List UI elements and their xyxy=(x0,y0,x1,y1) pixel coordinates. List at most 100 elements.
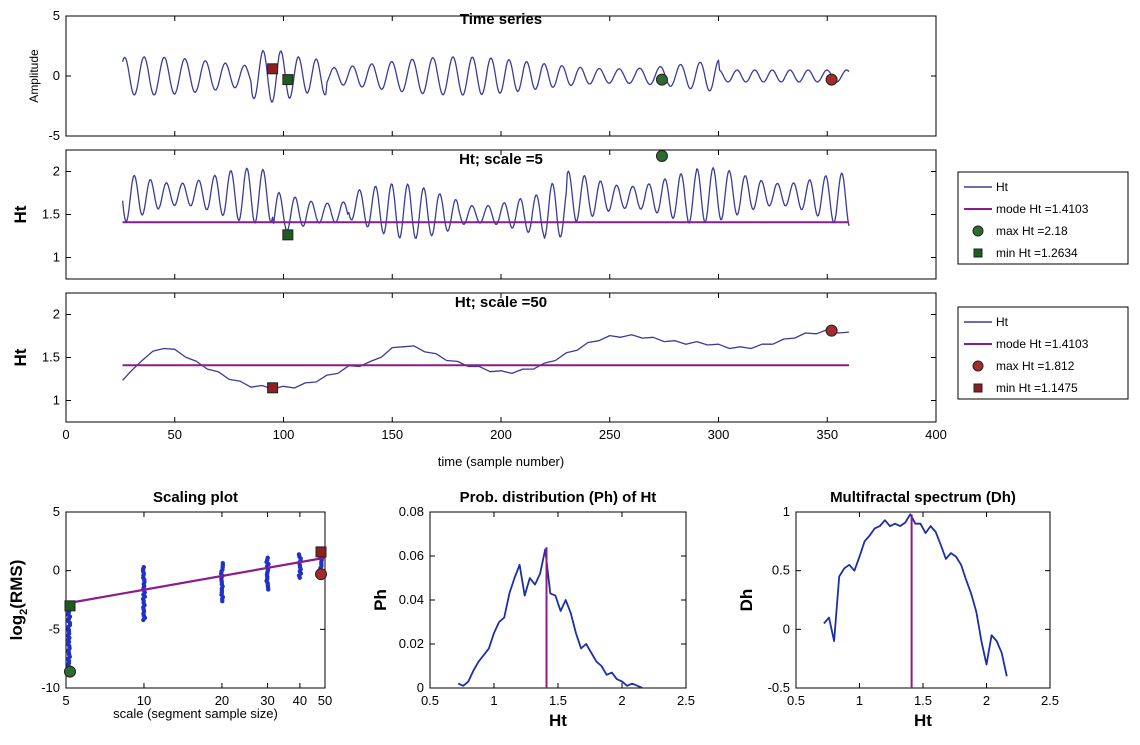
scaling-scatter-column-30 xyxy=(264,555,271,592)
dh-frame xyxy=(795,511,1051,689)
dh-xtick-label: 1.5 xyxy=(914,693,932,708)
scaling-ylabel-rest: (RMS) xyxy=(7,560,26,609)
ht50-xtick-label: 400 xyxy=(925,427,947,442)
ht5-legend-mode-label: mode Ht =1.4103 xyxy=(996,202,1089,216)
ph-xtick-label: 1.5 xyxy=(549,693,567,708)
min-ht-scale5-marker xyxy=(282,74,294,86)
ht50-xtick-label: 200 xyxy=(490,427,512,442)
ht50-frame xyxy=(65,292,937,423)
ht50-legend-min-swatch xyxy=(973,383,983,393)
timeseries-ylabel: Amplitude xyxy=(27,49,41,103)
ht50-axes: 2 1.5 1 0 50 100 150 200 250 300 350 400 Ht; scale =… xyxy=(11,292,947,469)
dh-ylabel: Dh xyxy=(737,589,756,612)
scaling-xtick-label: 30 xyxy=(260,693,274,708)
ht5-legend-max-label: max Ht =2.18 xyxy=(996,224,1068,238)
scaling-scatter-point xyxy=(296,552,302,557)
ht50-ytick-label: 1.5 xyxy=(42,350,60,365)
ht50-ytick-label: 2 xyxy=(53,307,60,322)
ph-title: Prob. distribution (Ph) of Ht xyxy=(460,489,657,506)
scaling-frame xyxy=(65,511,326,689)
ht5-frame xyxy=(65,149,937,280)
scaling-fit-line xyxy=(65,556,326,605)
ht5-max-marker xyxy=(655,150,668,163)
ht50-xtick-label: 300 xyxy=(708,427,730,442)
max-ht-scale5-marker xyxy=(655,73,668,86)
scaling-scatter-point xyxy=(141,564,146,570)
dh-ytick-label: 0 xyxy=(783,621,790,636)
ph-axes: 0.08 0.06 0.04 0.02 00.5 1 1.5 2 2.5 Prob. distri… xyxy=(371,489,695,730)
scaling-ytick-label: -10 xyxy=(41,680,60,695)
scaling-min-square-green xyxy=(64,600,76,612)
ph-ytick-label: 0.06 xyxy=(399,548,424,563)
ht50-xtick-label: 250 xyxy=(599,427,621,442)
ht5-title: Ht; scale =5 xyxy=(459,151,543,168)
ht50-legend-mode-label: mode Ht =1.4103 xyxy=(996,337,1089,351)
scaling-xtick-label: 40 xyxy=(293,693,307,708)
scaling-scatter-point xyxy=(220,560,225,566)
ht50-xtick-label: 150 xyxy=(381,427,403,442)
timeseries-title: Time series xyxy=(460,11,542,28)
timeseries-line xyxy=(121,49,850,103)
min-ht-scale50-marker xyxy=(267,63,279,75)
scaling-xtick-label: 5 xyxy=(62,693,69,708)
scaling-scatter-column-10 xyxy=(140,564,148,623)
ph-ytick-label: 0.08 xyxy=(399,504,424,519)
scaling-xtick-label: 10 xyxy=(137,693,151,708)
timeseries-axes: 5 0 -5 Time series Amplitude xyxy=(27,8,937,143)
dh-ytick-label: 0.5 xyxy=(772,563,790,578)
scaling-xlabel: scale (segment sample size) xyxy=(113,706,278,721)
ph-ylabel: Ph xyxy=(371,589,390,611)
scaling-scatter-column-5 xyxy=(65,603,73,674)
timeseries-ytick-label: 0 xyxy=(53,68,60,83)
dh-xtick-label: 2 xyxy=(983,693,990,708)
ht50-line xyxy=(122,328,850,390)
ht50-ytick-label: 1 xyxy=(53,393,60,408)
ht50-legend-ht-label: Ht xyxy=(996,315,1009,329)
ht50-max-marker xyxy=(825,324,838,337)
ht50-xtick-label: 50 xyxy=(168,427,182,442)
ht5-legend-ht-label: Ht xyxy=(996,180,1009,194)
ht5-legend-max-swatch xyxy=(972,225,984,237)
scaling-max-circle-red xyxy=(315,568,327,581)
scaling-xtick-label: 20 xyxy=(215,693,229,708)
dh-line xyxy=(823,513,1008,677)
ht50-ylabel: Ht xyxy=(11,348,30,366)
scaling-ytick-label: 0 xyxy=(53,563,60,578)
ht5-line xyxy=(121,167,850,239)
ph-ytick-label: 0.04 xyxy=(399,592,424,607)
ht50-xtick-label: 0 xyxy=(62,427,69,442)
ht5-ytick-label: 2 xyxy=(53,164,60,179)
ph-xtick-label: 2.5 xyxy=(677,693,695,708)
ht50-xtick-label: 350 xyxy=(816,427,838,442)
dh-title: Multifractal spectrum (Dh) xyxy=(830,489,1016,506)
ht50-xtick-label: 100 xyxy=(273,427,295,442)
scaling-ytick-label: 5 xyxy=(53,504,60,519)
ht5-legend-min-swatch xyxy=(973,248,983,258)
ph-frame xyxy=(429,511,687,689)
ht5-ylabel: Ht xyxy=(11,205,30,223)
scaling-ylabel-sub: 2 xyxy=(18,609,30,615)
ht50-legend-min-label: min Ht =1.1475 xyxy=(996,381,1078,395)
ht50-min-marker xyxy=(267,382,279,394)
scaling-scatter-point xyxy=(265,555,270,560)
scaling-ylabel: log2(RMS) xyxy=(7,560,30,641)
scaling-max-circle-green xyxy=(64,665,76,678)
scaling-ylabel-base: log xyxy=(7,615,26,641)
ht5-min-marker xyxy=(282,229,294,241)
ht5-legend-min-label: min Ht =1.2634 xyxy=(996,246,1078,260)
ht5-legend: Ht mode Ht =1.4103 max Ht =2.18 min Ht =1.2… xyxy=(957,171,1129,265)
timeseries-frame xyxy=(65,15,937,137)
dh-xlabel: Ht xyxy=(914,711,932,730)
ph-ytick-label: 0 xyxy=(417,680,424,695)
dh-xtick-label: 1 xyxy=(856,693,863,708)
scaling-scatter-column-40 xyxy=(296,552,304,580)
scaling-title: Scaling plot xyxy=(153,489,238,506)
scaling-scatter-column-20 xyxy=(218,560,226,604)
ht5-ytick-label: 1 xyxy=(53,250,60,265)
ht5-axes: 2 1.5 1 Ht; scale =5 Ht xyxy=(11,149,937,280)
dh-ytick-label: -0.5 xyxy=(768,680,790,695)
scaling-min-square-red xyxy=(315,546,327,558)
